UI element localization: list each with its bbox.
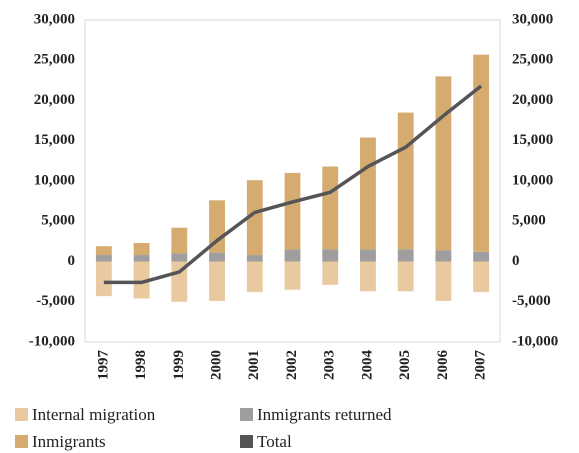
bar-segment	[322, 261, 339, 285]
y2-tick-label: 15,000	[512, 132, 553, 148]
x-tick-label: 2000	[208, 350, 224, 380]
bar-segment	[360, 261, 376, 292]
y2-tick-label: 0	[512, 253, 520, 269]
x-tick-label: 1998	[133, 350, 149, 380]
bar-segment	[171, 253, 188, 262]
x-tick-label: 2006	[435, 350, 451, 381]
legend-swatch	[240, 435, 253, 448]
legend-swatch	[240, 408, 253, 421]
bar-segment	[284, 249, 301, 262]
x-tick-label: 2007	[473, 350, 489, 381]
bar-segment	[473, 54, 490, 252]
y-tick-label: -5,000	[36, 293, 75, 309]
bar-segment	[360, 249, 376, 262]
y2-tick-label: 5,000	[512, 213, 546, 229]
bar-segment	[209, 261, 225, 301]
bar-segment	[284, 172, 301, 250]
bar-segment	[435, 76, 452, 251]
bar-segment	[360, 137, 376, 250]
x-tick-label: 2003	[322, 350, 338, 380]
x-tick-label: 2002	[284, 350, 300, 380]
bar-segment	[397, 249, 414, 262]
legend-label: Inmigrants	[32, 432, 106, 451]
legend-label: Internal migration	[32, 405, 156, 424]
y2-tick-label: -10,000	[512, 333, 558, 349]
y-tick-label: 5,000	[41, 213, 75, 229]
bar-segment	[133, 255, 150, 262]
bar-segment	[435, 250, 452, 262]
line	[103, 84, 483, 285]
x-tick-label: 2005	[397, 350, 413, 380]
bar-segment	[284, 261, 301, 290]
bar-segment	[246, 255, 263, 262]
bar-segment	[95, 261, 112, 297]
y2-tick-label: 25,000	[512, 52, 553, 68]
x-tick-label: 1997	[95, 350, 111, 381]
bar-segment	[473, 261, 490, 293]
y-tick-label: 0	[68, 253, 76, 269]
bar-segment	[397, 261, 414, 292]
bar-segment	[246, 261, 263, 293]
bar-segment	[435, 261, 452, 301]
y2-tick-label: 20,000	[512, 92, 553, 108]
legend-label: Total	[257, 432, 292, 451]
y2-tick-label: 10,000	[512, 172, 553, 188]
y-tick-label: 15,000	[34, 132, 75, 148]
legend-swatch	[15, 435, 28, 448]
bar-segment	[95, 246, 112, 256]
y-tick-label: 30,000	[34, 11, 75, 27]
y-tick-label: 25,000	[34, 52, 75, 68]
bar-segment	[209, 252, 225, 262]
bar-segment	[133, 242, 150, 256]
bar-segment	[133, 261, 150, 299]
y-tick-label: 10,000	[34, 172, 75, 188]
y2-tick-label: -5,000	[512, 293, 551, 309]
y-tick-label: -10,000	[29, 333, 75, 349]
bar-segment	[171, 227, 188, 254]
x-tick-label: 1999	[171, 350, 187, 380]
legend-label: Inmigrants returned	[257, 405, 392, 424]
x-tick-label: 2001	[246, 350, 262, 380]
plot-frame	[84, 19, 501, 343]
x-tick-label: 2004	[359, 350, 375, 381]
y-tick-label: 20,000	[34, 92, 75, 108]
bar-segment	[322, 166, 339, 250]
bar-segment	[246, 180, 263, 256]
y2-tick-label: 30,000	[512, 11, 553, 27]
bar-segment	[397, 112, 414, 250]
bar-segment	[322, 249, 339, 262]
legend-swatch	[15, 408, 28, 421]
bar-segment	[473, 251, 490, 262]
bar-segment	[95, 255, 112, 262]
